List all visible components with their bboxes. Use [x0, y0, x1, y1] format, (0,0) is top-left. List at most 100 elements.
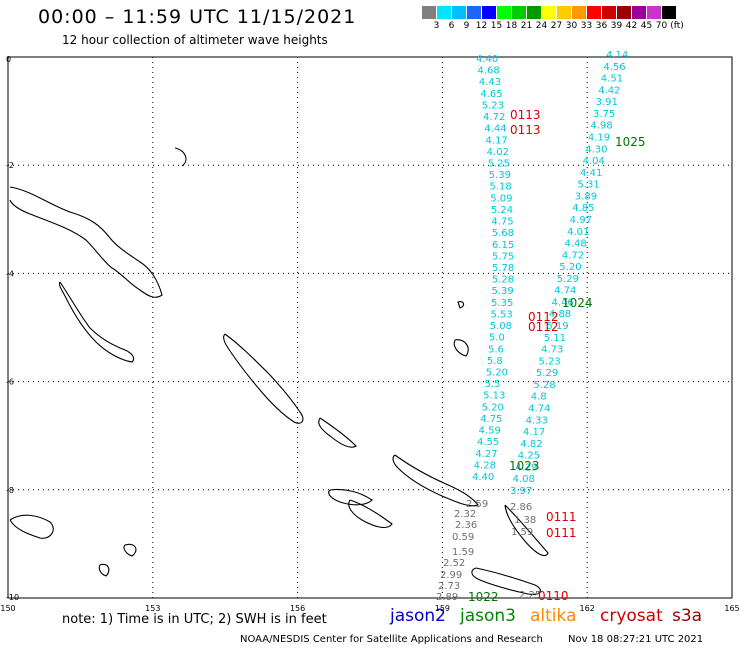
legend-tick-label: 70 — [655, 21, 668, 31]
swh-value: 4.17 — [523, 427, 545, 438]
legend-swatch — [572, 6, 587, 19]
swh-value: 2.86 — [510, 502, 532, 513]
coast-islet-4 — [9, 514, 54, 539]
legend-tick-label: 18 — [505, 21, 518, 31]
legend-swatch — [662, 6, 677, 19]
mission-label-jason2: jason2 — [390, 606, 446, 626]
swh-value: 2.36 — [455, 520, 477, 531]
y-tick-label: -8 — [6, 486, 14, 495]
legend-swatch — [512, 6, 527, 19]
mission-label-cryosat: cryosat — [600, 606, 663, 626]
pass-time-label: 0110 — [538, 589, 569, 603]
y-tick-label: -10 — [6, 593, 19, 602]
pass-time-label: 0112 — [528, 310, 559, 324]
swh-value: 5.31 — [577, 180, 599, 191]
swh-value: 4.8 — [531, 392, 547, 403]
legend-swatch — [632, 6, 647, 19]
legend-swatch — [527, 6, 542, 19]
legend-swatch — [482, 6, 497, 19]
swh-value: 5.13 — [483, 391, 505, 402]
swh-value: 5.35 — [491, 298, 513, 309]
swh-value: 4.72 — [562, 250, 584, 261]
swh-value: 5.75 — [492, 251, 514, 262]
legend-tick-label: 42 — [625, 21, 638, 31]
swh-value: 4.68 — [477, 66, 499, 77]
footer-timestamp: Nov 18 08:27:21 UTC 2021 — [568, 634, 704, 645]
swh-value: 5.19 — [546, 321, 568, 332]
y-tick-label: -4 — [6, 269, 14, 278]
coast-bougainville — [223, 333, 304, 424]
swh-value: 4.73 — [541, 345, 563, 356]
pass-time-label: 1022 — [468, 590, 499, 604]
swh-value: 4.74 — [554, 286, 576, 297]
legend-swatch — [587, 6, 602, 19]
swh-value: 1.59 — [452, 547, 474, 558]
swh-value: 2.52 — [443, 558, 465, 569]
legend-tick-label: 3 — [433, 21, 440, 31]
swh-value: 5.24 — [491, 205, 513, 216]
mission-label-altika: altika — [530, 606, 577, 626]
coast-new-ireland — [58, 281, 135, 363]
legend-tick-label: 6 — [448, 21, 455, 31]
x-tick-label: 165 — [724, 604, 739, 613]
swh-value: 2.59 — [466, 499, 488, 510]
color-legend — [422, 6, 677, 19]
swh-value: 5.6 — [488, 344, 504, 355]
pass-time-label: 1024 — [562, 296, 593, 310]
swh-value: 5.23 — [539, 356, 561, 367]
swh-value: 4.02 — [487, 147, 509, 158]
legend-tick-label: 36 — [595, 21, 608, 31]
swh-value: 4.01 — [567, 227, 589, 238]
swh-value: 3.89 — [575, 191, 597, 202]
map-subtitle: 12 hour collection of altimeter wave hei… — [62, 33, 328, 47]
coast-islet-5 — [98, 563, 110, 577]
swh-value: 4.88 — [549, 309, 571, 320]
swh-value: 4.97 — [570, 215, 592, 226]
pass-time-label: 0113 — [510, 123, 541, 137]
swh-value: 5.20 — [482, 402, 504, 413]
pass-time-label: 0111 — [546, 510, 577, 524]
swh-value: 4.19 — [588, 132, 610, 143]
swh-value: 4.56 — [603, 62, 625, 73]
swh-value: 4.40 — [476, 54, 498, 65]
swh-value: 5.18 — [490, 182, 512, 193]
swh-value: 0.59 — [452, 532, 474, 543]
swh-value: 4.46 — [552, 297, 574, 308]
swh-value: 4.51 — [601, 74, 623, 85]
swh-value: 4.74 — [528, 404, 550, 415]
mission-label-jason3: jason3 — [460, 606, 516, 626]
swh-value: 4.27 — [475, 449, 497, 460]
swh-value: 4.28 — [474, 460, 496, 471]
legend-tick-label: 21 — [520, 21, 533, 31]
swh-value: 5.28 — [533, 380, 555, 391]
coast-islet-6 — [123, 543, 137, 557]
swh-value: 5.39 — [489, 170, 511, 181]
swh-value: 5.23 — [482, 100, 504, 111]
coast-makira — [471, 567, 541, 595]
y-tick-label: -2 — [6, 161, 14, 170]
swh-value: 4.41 — [580, 168, 602, 179]
swh-value: 4.08 — [513, 474, 535, 485]
pass-time-label: 0113 — [510, 108, 541, 122]
coast-new-georgia — [328, 488, 373, 506]
map-title: 00:00 – 11:59 UTC 11/15/2021 — [38, 6, 357, 28]
swh-value: 4.98 — [590, 121, 612, 132]
legend-swatch — [647, 6, 662, 19]
swh-value: 4.75 — [480, 414, 502, 425]
x-tick-label: 156 — [290, 604, 305, 613]
pass-time-label: 0112 — [528, 320, 559, 334]
swh-value: 2.32 — [454, 509, 476, 520]
legend-tick-label: 30 — [565, 21, 578, 31]
legend-tick-label: 12 — [475, 21, 488, 31]
swh-value: 1.38 — [514, 515, 536, 526]
legend-swatch — [617, 6, 632, 19]
legend-swatch — [452, 6, 467, 19]
swh-value: 5.25 — [488, 159, 510, 170]
pass-time-label: 1023 — [509, 459, 540, 473]
swh-value: 5.8 — [487, 356, 503, 367]
legend-tick-label: 15 — [490, 21, 503, 31]
coast-new-britain — [9, 186, 163, 298]
coast-islet-3 — [457, 301, 465, 309]
swh-value: 1.59 — [511, 527, 533, 538]
swh-value: 5.11 — [544, 333, 566, 344]
